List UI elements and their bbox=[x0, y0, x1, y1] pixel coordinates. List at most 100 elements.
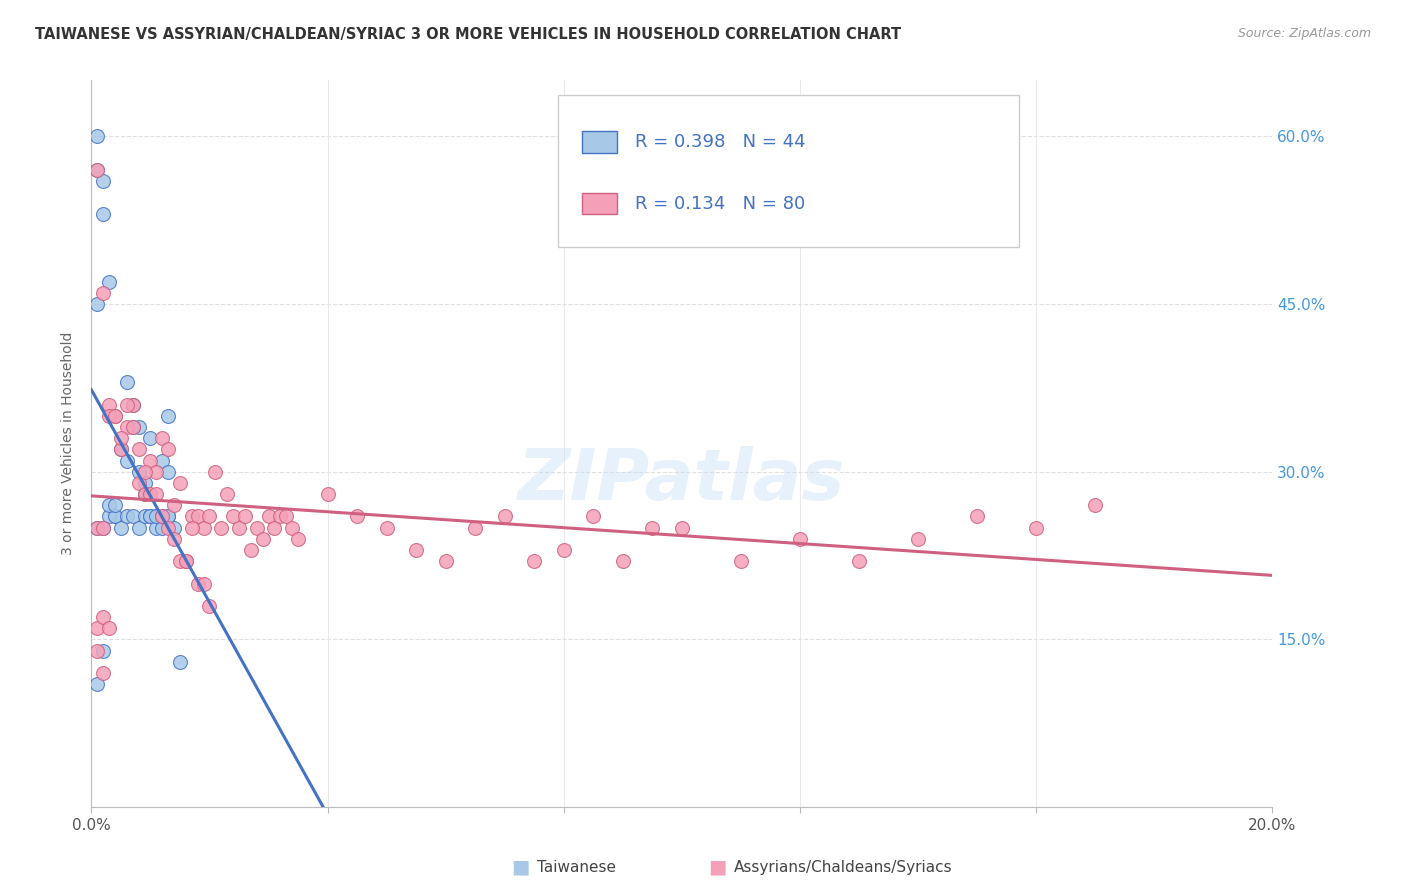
Point bbox=[115, 376, 138, 390]
Point bbox=[180, 509, 202, 524]
Point bbox=[134, 487, 156, 501]
Point bbox=[966, 509, 988, 524]
Point bbox=[612, 554, 634, 568]
Point bbox=[641, 521, 664, 535]
Point bbox=[163, 498, 186, 512]
Point bbox=[730, 554, 752, 568]
Point bbox=[91, 643, 114, 657]
Point bbox=[150, 431, 173, 445]
Point bbox=[907, 532, 929, 546]
Point bbox=[174, 554, 197, 568]
Text: ■: ■ bbox=[510, 857, 530, 877]
Point bbox=[198, 599, 221, 613]
Point bbox=[163, 521, 186, 535]
Point bbox=[98, 621, 121, 635]
Point bbox=[174, 554, 197, 568]
Point bbox=[134, 465, 156, 479]
Point bbox=[150, 509, 173, 524]
Point bbox=[134, 475, 156, 490]
Point bbox=[193, 521, 215, 535]
Point bbox=[98, 409, 121, 423]
Point bbox=[86, 129, 108, 144]
FancyBboxPatch shape bbox=[582, 131, 617, 153]
Point bbox=[86, 162, 108, 177]
Point bbox=[233, 509, 256, 524]
Point bbox=[115, 398, 138, 412]
Point bbox=[110, 431, 132, 445]
Point bbox=[145, 521, 167, 535]
Point bbox=[121, 420, 143, 434]
Point bbox=[180, 521, 202, 535]
Point bbox=[239, 543, 262, 558]
Point bbox=[134, 509, 156, 524]
Point bbox=[139, 509, 162, 524]
Point bbox=[222, 509, 245, 524]
Point bbox=[246, 521, 269, 535]
Point bbox=[193, 576, 215, 591]
Point bbox=[145, 509, 167, 524]
Point bbox=[110, 442, 132, 457]
Point bbox=[150, 521, 173, 535]
Point bbox=[257, 509, 280, 524]
Point bbox=[157, 465, 180, 479]
Point bbox=[86, 297, 108, 311]
Point bbox=[1084, 498, 1107, 512]
Point bbox=[91, 610, 114, 624]
Point bbox=[209, 521, 232, 535]
Point bbox=[405, 543, 427, 558]
Point bbox=[789, 532, 811, 546]
Text: Source: ZipAtlas.com: Source: ZipAtlas.com bbox=[1237, 27, 1371, 40]
Point bbox=[91, 285, 114, 300]
Point bbox=[163, 532, 186, 546]
Point bbox=[157, 509, 180, 524]
Point bbox=[121, 509, 143, 524]
Point bbox=[98, 398, 121, 412]
Point bbox=[91, 521, 114, 535]
Point bbox=[86, 643, 108, 657]
Point bbox=[1025, 521, 1047, 535]
Point bbox=[86, 162, 108, 177]
Point bbox=[316, 487, 339, 501]
Point bbox=[375, 521, 398, 535]
Point bbox=[104, 509, 127, 524]
Point bbox=[98, 509, 121, 524]
Point bbox=[252, 532, 274, 546]
Point bbox=[464, 521, 486, 535]
Point bbox=[139, 453, 162, 467]
FancyBboxPatch shape bbox=[558, 95, 1018, 247]
Point bbox=[128, 465, 150, 479]
Point bbox=[134, 487, 156, 501]
FancyBboxPatch shape bbox=[582, 193, 617, 214]
Point bbox=[523, 554, 546, 568]
Point bbox=[121, 420, 143, 434]
Point bbox=[128, 420, 150, 434]
Point bbox=[204, 465, 226, 479]
Point bbox=[86, 521, 108, 535]
Text: R = 0.398   N = 44: R = 0.398 N = 44 bbox=[634, 133, 806, 151]
Text: ■: ■ bbox=[707, 857, 727, 877]
Point bbox=[187, 509, 209, 524]
Point bbox=[115, 509, 138, 524]
Point bbox=[169, 655, 191, 669]
Point bbox=[104, 409, 127, 423]
Point bbox=[228, 521, 250, 535]
Point bbox=[157, 521, 180, 535]
Point bbox=[150, 509, 173, 524]
Point bbox=[104, 509, 127, 524]
Text: TAIWANESE VS ASSYRIAN/CHALDEAN/SYRIAC 3 OR MORE VEHICLES IN HOUSEHOLD CORRELATIO: TAIWANESE VS ASSYRIAN/CHALDEAN/SYRIAC 3 … bbox=[35, 27, 901, 42]
Point bbox=[553, 543, 575, 558]
Point bbox=[263, 521, 285, 535]
Point bbox=[86, 677, 108, 691]
Text: Taiwanese: Taiwanese bbox=[537, 860, 616, 874]
Point bbox=[145, 487, 167, 501]
Point bbox=[671, 521, 693, 535]
Point bbox=[104, 498, 127, 512]
Point bbox=[91, 174, 114, 188]
Text: R = 0.134   N = 80: R = 0.134 N = 80 bbox=[634, 194, 804, 212]
Point bbox=[86, 621, 108, 635]
Point bbox=[91, 207, 114, 221]
Point bbox=[115, 453, 138, 467]
Point bbox=[287, 532, 309, 546]
Point bbox=[169, 475, 191, 490]
Text: Assyrians/Chaldeans/Syriacs: Assyrians/Chaldeans/Syriacs bbox=[734, 860, 952, 874]
